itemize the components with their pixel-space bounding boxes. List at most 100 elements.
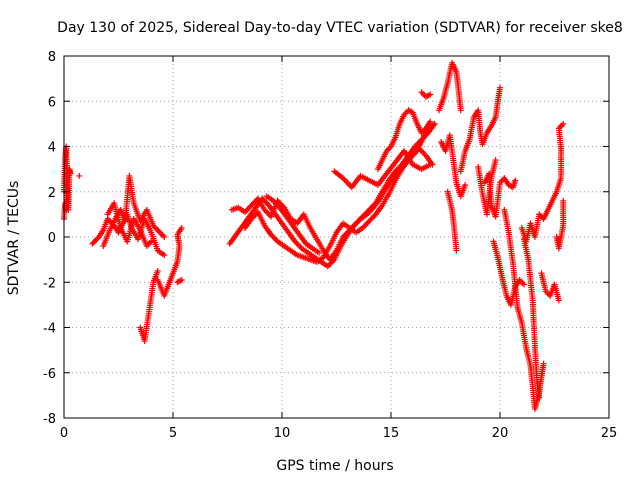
data-point: [368, 215, 375, 222]
data-point: [427, 91, 434, 98]
data-point: [151, 224, 158, 231]
data-point: [155, 228, 162, 235]
data-point: [268, 231, 275, 238]
data-point: [367, 207, 374, 214]
x-tick-label: 15: [383, 426, 400, 441]
data-point: [362, 222, 369, 229]
y-axis-label: SDTVAR / TECUs: [6, 181, 22, 296]
grid: [64, 56, 609, 418]
data-point: [105, 217, 112, 224]
data-point: [259, 195, 266, 202]
data-point: [272, 235, 279, 242]
data-point: [330, 257, 337, 264]
data-point: [263, 199, 270, 206]
data-point: [409, 153, 416, 160]
data-point: [555, 297, 562, 304]
x-tick-label: 20: [492, 426, 509, 441]
data-point: [252, 211, 259, 218]
data-point: [294, 241, 301, 248]
data-point: [324, 263, 331, 270]
x-tick-label: 5: [169, 426, 177, 441]
data-point: [316, 249, 323, 256]
data-point: [354, 218, 361, 225]
data-point: [364, 211, 371, 218]
y-tick-label: 6: [48, 95, 56, 110]
data-point: [65, 200, 72, 207]
data-point: [245, 205, 252, 212]
data-point: [161, 252, 168, 259]
data-point: [262, 208, 269, 215]
data-point: [270, 197, 277, 204]
y-tick-label: 2: [48, 186, 56, 201]
data-point: [91, 238, 98, 245]
data-point: [520, 281, 527, 288]
x-tick-label: 25: [601, 426, 618, 441]
data-point: [260, 196, 267, 203]
data-point: [420, 149, 427, 156]
data-point: [431, 120, 438, 127]
data-point: [94, 235, 101, 242]
data-point: [326, 262, 333, 269]
data-point: [453, 247, 460, 254]
data-point: [261, 206, 268, 213]
data-point: [363, 220, 370, 227]
data-point: [350, 222, 357, 229]
data-point: [427, 161, 434, 168]
y-tick-label: -4: [43, 322, 56, 337]
data-point: [359, 224, 366, 231]
data-point: [90, 239, 97, 246]
data-point: [370, 214, 377, 221]
data-point: [411, 143, 418, 150]
data-point: [244, 206, 251, 213]
data-point: [352, 221, 359, 228]
axes: 0 5 10 15 20 25 -8 -6 -4 -2 0 2 4 6 8: [43, 50, 617, 441]
data-point: [274, 201, 281, 208]
data-point: [540, 360, 547, 367]
data-point: [247, 203, 254, 210]
data-point: [248, 202, 255, 209]
data-point: [154, 267, 161, 274]
x-axis-label: GPS time / hours: [276, 458, 393, 474]
data-point: [365, 210, 372, 217]
chart-title: Day 130 of 2025, Sidereal Day-to-day VTE…: [57, 20, 623, 36]
y-tick-label: 4: [48, 141, 56, 156]
data-point: [271, 199, 278, 206]
data-point: [462, 181, 469, 188]
data-point: [296, 242, 303, 249]
data-point: [328, 259, 335, 266]
data-point: [265, 210, 272, 217]
data-point: [292, 238, 299, 245]
data-point: [418, 148, 425, 155]
data-series-sdtvar: [61, 59, 567, 412]
data-point: [150, 222, 157, 229]
data-point: [148, 238, 155, 245]
x-tick-label: 0: [60, 426, 68, 441]
y-tick-label: -8: [43, 412, 56, 427]
data-point: [497, 84, 503, 91]
data-point: [560, 197, 567, 204]
data-point: [264, 209, 271, 216]
data-point: [327, 260, 334, 267]
data-point: [269, 233, 276, 240]
y-tick-label: 8: [48, 50, 56, 65]
data-point: [67, 170, 74, 177]
data-point: [427, 118, 434, 125]
data-point: [161, 234, 168, 240]
data-point: [353, 219, 360, 226]
data-point: [364, 219, 371, 226]
data-point: [360, 223, 367, 230]
data-point: [76, 172, 83, 179]
data-point: [251, 213, 258, 220]
data-point: [512, 177, 519, 184]
y-tick-label: -2: [43, 276, 56, 291]
data-point: [410, 151, 417, 158]
data-point: [152, 225, 159, 232]
data-point: [249, 214, 256, 221]
data-point: [154, 226, 161, 233]
data-point: [241, 209, 248, 216]
data-point: [93, 236, 100, 243]
y-tick-label: -6: [43, 367, 56, 382]
data-point: [272, 200, 279, 207]
